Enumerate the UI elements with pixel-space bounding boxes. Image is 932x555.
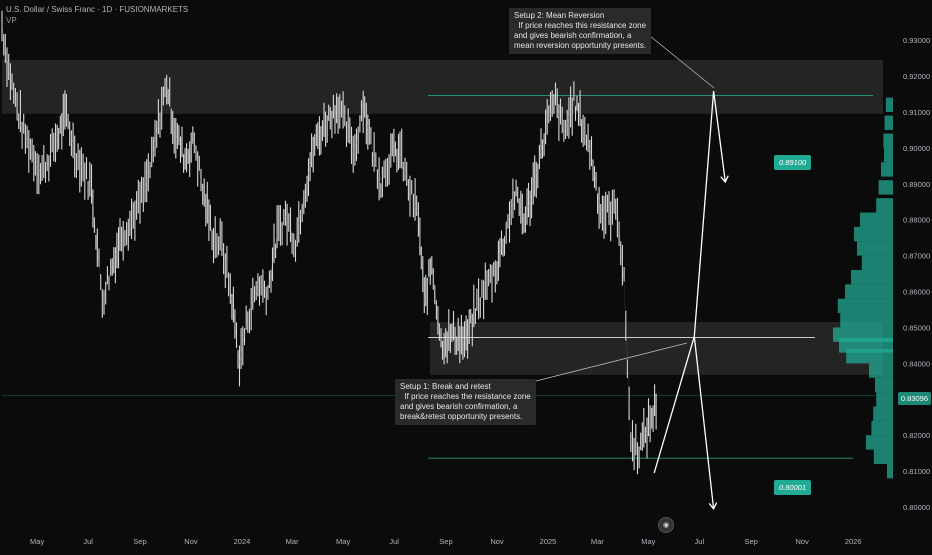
x-axis-tick-label: Sep	[745, 537, 758, 546]
y-axis-tick-label: 0.93000	[903, 36, 930, 45]
volume-profile-bar	[876, 392, 893, 407]
current-price-badge: 0.83096	[897, 392, 931, 405]
x-axis-tick-label: Sep	[439, 537, 452, 546]
volume-profile-bar	[840, 313, 893, 328]
symbol-title[interactable]: U.S. Dollar / Swiss Franc · 1D · FUSIONM…	[6, 5, 189, 14]
x-axis-tick-label: Nov	[796, 537, 810, 546]
x-axis-tick-label: Sep	[133, 537, 146, 546]
y-axis-tick-label: 0.82000	[903, 431, 930, 440]
target-upper-badge[interactable]: 0.89100	[774, 155, 812, 170]
projection-arrowhead	[708, 502, 718, 511]
volume-profile-bar	[881, 162, 893, 177]
x-axis-tick-label: Nov	[184, 537, 198, 546]
y-axis-tick-label: 0.80000	[903, 503, 930, 512]
y-axis-tick-label: 0.85000	[903, 323, 930, 332]
y-axis-tick-label: 0.88000	[903, 216, 930, 225]
volume-profile-bar	[845, 284, 893, 299]
volume-profile-indicator-label[interactable]: VP	[6, 16, 17, 25]
volume-profile-bar	[857, 241, 893, 256]
chart-header: U.S. Dollar / Swiss Franc · 1D · FUSIONM…	[6, 4, 188, 26]
target-lower-badge[interactable]: 0.80001	[774, 480, 812, 495]
x-axis-tick-label: Mar	[591, 537, 604, 546]
volume-profile-bar	[869, 363, 893, 378]
volume-profile-bar	[860, 212, 893, 227]
volume-profile-bar	[876, 198, 893, 213]
y-axis-tick-label: 0.87000	[903, 252, 930, 261]
setup2-connector	[649, 35, 715, 89]
x-axis-tick-label: Jul	[695, 537, 705, 546]
setup1-connector	[519, 342, 688, 386]
tradingview-logo-icon[interactable]: ◉	[658, 517, 674, 533]
y-axis-tick-label: 0.91000	[903, 108, 930, 117]
x-axis-tick-label: May	[30, 537, 44, 546]
y-axis-tick-label: 0.92000	[903, 72, 930, 81]
x-axis-tick-label: 2026	[845, 537, 862, 546]
volume-profile-bar	[871, 420, 893, 436]
y-axis-tick-label: 0.89000	[903, 180, 930, 189]
volume-profile-bar	[837, 298, 893, 314]
volume-profile-bar	[884, 115, 893, 130]
volume-profile-bar	[883, 133, 893, 148]
x-axis-tick-label: 2024	[234, 537, 251, 546]
x-axis-tick-label: Jul	[83, 537, 93, 546]
x-axis-tick-label: May	[641, 537, 655, 546]
volume-profile-bar	[884, 147, 893, 163]
volume-profile-bar	[887, 463, 893, 479]
volume-profile-bar	[873, 406, 893, 421]
x-axis-tick-label: Mar	[286, 537, 299, 546]
y-axis-tick-label: 0.86000	[903, 288, 930, 297]
volume-profile-bar	[875, 377, 893, 393]
x-axis-tick-label: Nov	[490, 537, 504, 546]
resistance-zone	[430, 322, 883, 375]
price-candles	[1, 10, 657, 475]
price-series-line	[1, 25, 658, 451]
volume-profile-bar	[885, 97, 893, 112]
y-axis-tick-label: 0.90000	[903, 144, 930, 153]
setup1-annotation[interactable]: Setup 1: Break and retest If price reach…	[395, 379, 536, 425]
volume-profile-bar	[873, 449, 893, 464]
x-axis-tick-label: May	[336, 537, 350, 546]
resistance-zone	[2, 59, 883, 114]
volume-profile-bar	[861, 255, 893, 270]
y-axis-tick-label: 0.81000	[903, 467, 930, 476]
projection-arrowhead	[720, 175, 729, 184]
volume-profile-bar	[878, 180, 893, 195]
volume-profile-bar	[854, 226, 893, 242]
setup2-annotation[interactable]: Setup 2: Mean Reversion If price reaches…	[509, 8, 652, 54]
y-axis-tick-label: 0.84000	[903, 359, 930, 368]
projection-path	[693, 91, 726, 337]
volume-profile-bar	[846, 349, 893, 364]
volume-profile-bar	[866, 435, 893, 450]
x-axis-tick-label: 2025	[540, 537, 557, 546]
x-axis-tick-label: Jul	[389, 537, 399, 546]
volume-profile-bar	[851, 270, 893, 285]
